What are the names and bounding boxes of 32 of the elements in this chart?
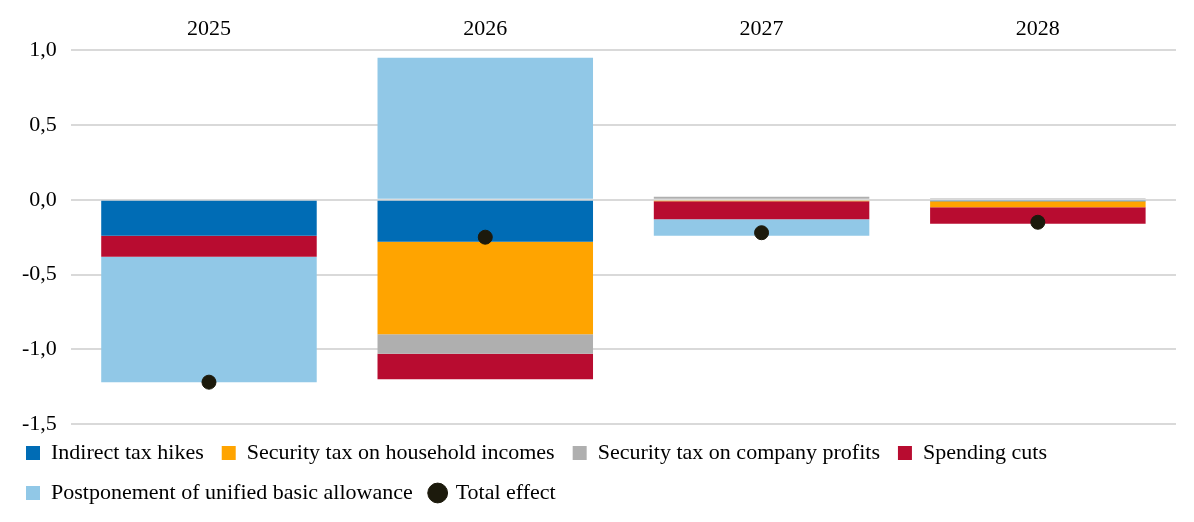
point bbox=[754, 225, 770, 241]
y-tick-label: -1,0 bbox=[22, 335, 57, 361]
legend-label: Security tax on household incomes bbox=[246, 438, 555, 464]
bar bbox=[930, 207, 1146, 224]
point bbox=[1030, 214, 1046, 230]
bar bbox=[377, 241, 594, 335]
legend-label: Total effect bbox=[455, 478, 556, 504]
x-tick-label: 2026 bbox=[463, 14, 508, 40]
legend-label: Indirect tax hikes bbox=[51, 438, 204, 464]
bar bbox=[101, 200, 317, 236]
point bbox=[477, 229, 493, 245]
bar bbox=[930, 201, 1146, 208]
y-tick-label: -1,5 bbox=[22, 409, 57, 435]
y-tick-label: 0,0 bbox=[29, 185, 57, 211]
legend-label: Postponement of unified basic allowance bbox=[51, 478, 413, 504]
bar bbox=[101, 256, 317, 383]
y-tick-label: -0,5 bbox=[22, 260, 57, 286]
x-tick-label: 2027 bbox=[739, 14, 784, 40]
y-tick-label: 0,5 bbox=[29, 110, 57, 136]
bar bbox=[653, 201, 870, 220]
bar bbox=[377, 200, 594, 242]
x-tick-label: 2028 bbox=[1015, 14, 1060, 40]
x-tick-label: 2025 bbox=[186, 14, 231, 40]
bar bbox=[101, 235, 317, 257]
legend-label: Security tax on company profits bbox=[597, 438, 880, 464]
bar bbox=[377, 57, 594, 199]
y-tick-label: 1,0 bbox=[29, 36, 57, 62]
point bbox=[201, 374, 217, 390]
bar bbox=[653, 219, 870, 236]
legend-label: Spending cuts bbox=[922, 438, 1047, 464]
bar bbox=[377, 353, 594, 380]
bar bbox=[377, 334, 594, 354]
